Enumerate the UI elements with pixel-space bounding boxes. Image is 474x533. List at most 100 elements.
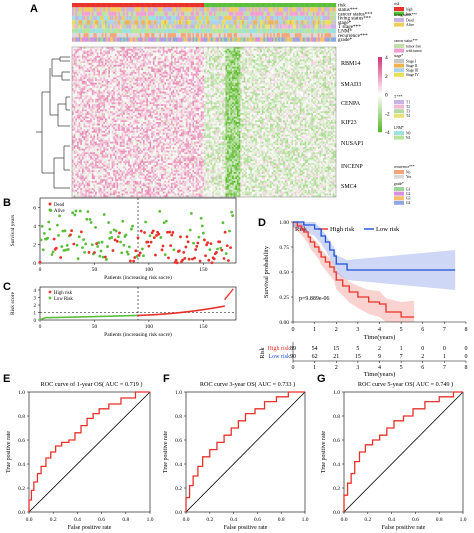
heatmap-cell	[90, 55, 92, 58]
annotation-cell	[270, 7, 272, 12]
heatmap-cell	[241, 79, 244, 82]
heatmap-cell	[210, 84, 213, 87]
heatmap-cell	[212, 55, 215, 58]
heatmap-cell	[326, 50, 328, 53]
heatmap-cell	[95, 82, 97, 85]
annotation-cell	[147, 33, 150, 38]
heatmap-cell	[256, 50, 259, 53]
heatmap-cell	[271, 82, 274, 85]
heatmap-cell	[251, 66, 254, 69]
heatmap-cell	[289, 59, 292, 62]
heatmap-cell	[274, 70, 277, 73]
heatmap-cell	[151, 72, 154, 74]
heatmap-cell	[103, 72, 106, 74]
annotation-cell	[108, 3, 111, 8]
heatmap-cell	[161, 72, 163, 74]
heatmap-cell	[263, 84, 266, 87]
heatmap-cell	[220, 66, 223, 69]
annotation-cell	[329, 37, 332, 42]
heatmap-cell	[204, 66, 206, 69]
annotation-cell	[230, 11, 233, 16]
heatmap-cell	[146, 68, 149, 71]
heatmap-cell	[91, 70, 94, 73]
heatmap-cell	[210, 63, 213, 66]
heatmap-cell	[192, 52, 195, 55]
heatmap-cell	[279, 50, 282, 53]
heatmap-cell	[72, 66, 74, 69]
annotation-cell	[162, 24, 165, 29]
heatmap-cell	[288, 64, 290, 67]
heatmap-cell	[288, 54, 290, 57]
heatmap-cell	[200, 82, 203, 85]
heatmap-cell	[279, 57, 282, 60]
heatmap-cell	[230, 73, 233, 76]
annotation-cell	[202, 11, 205, 16]
annotation-cell	[81, 24, 84, 29]
heatmap-cell	[230, 66, 233, 69]
heatmap-cell	[321, 72, 323, 74]
heatmap-cell	[293, 84, 295, 87]
annotation-cell	[307, 11, 310, 16]
annotation-cell	[245, 15, 248, 21]
heatmap-cell	[283, 68, 286, 71]
heatmap-cell	[195, 75, 198, 78]
heatmap-cell	[261, 66, 264, 69]
annotation-cell	[185, 11, 188, 16]
heatmap-cell	[245, 48, 248, 51]
heatmap-cell	[199, 66, 201, 69]
heatmap-cell	[243, 73, 246, 76]
heatmap-cell	[159, 72, 162, 74]
heatmap-cell	[121, 59, 124, 62]
heatmap-cell	[76, 47, 79, 49]
heatmap-cell	[274, 61, 277, 64]
annotation-cell	[156, 28, 158, 34]
heatmap-cell	[187, 47, 190, 49]
annotation-cell	[75, 11, 78, 16]
heatmap-cell	[83, 64, 86, 67]
annotation-cell	[180, 28, 183, 34]
heatmap-cell	[268, 77, 271, 80]
heatmap-cell	[118, 75, 121, 78]
heatmap-cell	[296, 57, 299, 60]
heatmap-cell	[332, 50, 335, 53]
heatmap-cell	[331, 80, 333, 83]
heatmap-cell	[303, 57, 305, 60]
heatmap-cell	[243, 57, 246, 60]
heatmap-cell	[276, 70, 279, 73]
heatmap-cell	[169, 55, 172, 58]
heatmap-cell	[240, 57, 243, 60]
heatmap-cell	[261, 63, 264, 66]
heatmap-cell	[103, 52, 106, 55]
annotation-cell	[306, 3, 309, 8]
heatmap-cell	[200, 75, 203, 78]
heatmap-cell	[199, 50, 201, 53]
heatmap-cell	[326, 52, 328, 55]
heatmap-cell	[157, 61, 160, 64]
heatmap-cell	[321, 79, 323, 82]
heatmap-cell	[93, 52, 96, 55]
heatmap-cell	[327, 82, 330, 85]
heatmap-cell	[281, 64, 284, 67]
heatmap-cell	[85, 77, 88, 80]
heatmap-cell	[98, 82, 101, 85]
annotation-cell	[215, 7, 218, 12]
annotation-cell	[187, 7, 190, 12]
heatmap-cell	[142, 63, 145, 66]
heatmap-cell	[299, 47, 302, 49]
heatmap-cell	[118, 47, 121, 49]
heatmap-cell	[129, 64, 132, 67]
annotation-cell	[108, 24, 111, 29]
heatmap-cell	[331, 72, 333, 74]
annotation-cell	[114, 20, 117, 25]
heatmap-cell	[177, 80, 180, 83]
heatmap-cell	[116, 77, 119, 80]
annotation-cell	[241, 15, 244, 21]
heatmap-cell	[207, 64, 210, 67]
heatmap-cell	[215, 73, 218, 76]
heatmap-cell	[184, 66, 187, 69]
heatmap-cell	[253, 80, 256, 83]
heatmap-cell	[317, 77, 320, 80]
heatmap-cell	[235, 75, 238, 78]
heatmap-cell	[212, 68, 215, 71]
heatmap-cell	[217, 75, 220, 78]
